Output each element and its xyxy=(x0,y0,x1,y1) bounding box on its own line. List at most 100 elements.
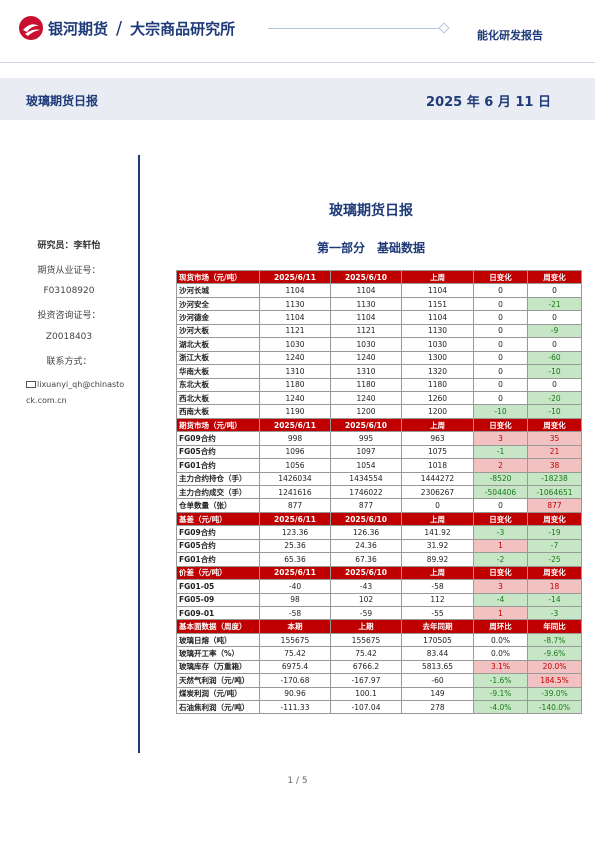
table-cell: 0.0% xyxy=(473,646,528,661)
email-line-2: ck.com.cn xyxy=(26,396,67,405)
table-cell: 3 xyxy=(473,579,528,594)
contact-label: 联系方式： xyxy=(46,357,92,367)
table-cell: 278 xyxy=(401,699,474,715)
table-cell: 6975.4 xyxy=(259,659,331,675)
table-row: 石油焦利润（元/吨） -111.33 -107.04 278 -4.0% -140.0% xyxy=(176,699,582,715)
row-label: 沙河德金 xyxy=(176,310,260,325)
table-cell: -14 xyxy=(527,592,582,607)
table-cell: 日变化 xyxy=(473,417,528,433)
row-label: 东北大板 xyxy=(176,377,260,392)
table-cell: 日变化 xyxy=(473,565,528,581)
table-cell: -9 xyxy=(527,323,582,339)
table-cell: 1151 xyxy=(401,296,474,312)
table-cell: 0 xyxy=(473,310,528,325)
table-cell: 155675 xyxy=(259,632,331,648)
advisor-number: Z0018403 xyxy=(45,332,93,342)
table-row: 东北大板 1180 1180 1180 0 0 xyxy=(176,377,582,392)
table-cell: -4 xyxy=(473,592,528,607)
table-cell: -10 xyxy=(527,404,582,419)
table-cell: 1054 xyxy=(330,458,402,473)
institute-name: 大宗商品研究所 xyxy=(130,19,236,38)
data-table: 现货市场（元/吨） 2025/6/11 2025/6/10 上周 日变化 周变化 沙河长城 1… xyxy=(176,269,582,715)
table-cell: -25 xyxy=(527,552,582,567)
table-cell: 995 xyxy=(330,431,402,446)
header-divider xyxy=(268,28,440,29)
table-cell: 0 xyxy=(473,337,528,352)
table-cell: 1030 xyxy=(401,337,474,352)
table-cell: 963 xyxy=(401,431,474,446)
table-row: FG09-01 -58 -59 -55 1 -3 xyxy=(176,605,582,621)
table-cell: 877 xyxy=(259,498,331,513)
row-label: 华南大板 xyxy=(176,364,260,379)
table-cell: 周环比 xyxy=(473,619,528,634)
table-cell: 0 xyxy=(527,337,582,352)
table-cell: 1121 xyxy=(330,323,402,339)
table-cell: 1030 xyxy=(259,337,331,352)
table-cell: 日变化 xyxy=(473,269,528,285)
table-row: FG09合约 998 995 963 3 35 xyxy=(176,431,582,446)
table-cell: 2025/6/10 xyxy=(330,269,402,285)
table-cell: 0 xyxy=(527,310,582,325)
table-row: 仓单数量（张） 877 877 0 0 877 xyxy=(176,498,582,513)
title-band xyxy=(0,78,595,120)
mail-icon xyxy=(26,381,36,388)
table-cell: -167.97 xyxy=(330,673,402,688)
table-cell: 141.92 xyxy=(401,525,474,540)
header-rule xyxy=(0,62,595,74)
table-cell: 149 xyxy=(401,686,474,702)
table-row: 玻璃日熔（吨） 155675 155675 170505 0.0% -8.7% xyxy=(176,632,582,648)
row-label: 石油焦利润（元/吨） xyxy=(176,699,260,715)
table-cell: 周变化 xyxy=(527,511,582,527)
table-cell: 170505 xyxy=(401,632,474,648)
page-number: 1 / 5 xyxy=(287,776,308,786)
contact-email[interactable]: lixuanyi_qh@chinasto ck.com.cn xyxy=(26,377,138,409)
table-cell: 1180 xyxy=(330,377,402,392)
table-cell: 1200 xyxy=(330,404,402,419)
table-cell: -1.6% xyxy=(473,673,528,688)
table-cell: 75.42 xyxy=(330,646,402,661)
table-cell: 21 xyxy=(527,444,582,460)
row-label: 沙河长城 xyxy=(176,283,260,298)
table-cell: 2025/6/10 xyxy=(330,417,402,433)
row-label: 仓单数量（张） xyxy=(176,498,260,513)
table-cell: 1190 xyxy=(259,404,331,419)
table-cell: -1 xyxy=(473,444,528,460)
table-cell: 0 xyxy=(473,350,528,366)
table-cell: 3.1% xyxy=(473,659,528,675)
table-cell: -9.6% xyxy=(527,646,582,661)
table-cell: 1104 xyxy=(401,283,474,298)
license-label: 期货从业证号： xyxy=(37,266,101,276)
table-cell: 1104 xyxy=(259,310,331,325)
row-label: 湖北大板 xyxy=(176,337,260,352)
table-cell: 0 xyxy=(473,296,528,312)
row-label: FG05-09 xyxy=(176,592,260,607)
table-cell: -8520 xyxy=(473,471,528,487)
table-cell: 38 xyxy=(527,458,582,473)
row-label: 沙河安全 xyxy=(176,296,260,312)
table-cell: 1104 xyxy=(330,283,402,298)
table-cell: 1240 xyxy=(259,390,331,406)
table-cell: 1030 xyxy=(330,337,402,352)
table-cell: 0 xyxy=(473,390,528,406)
table-cell: 1240 xyxy=(259,350,331,366)
table-cell: 1104 xyxy=(259,283,331,298)
table-cell: 0 xyxy=(401,498,474,513)
galaxy-logo-icon xyxy=(19,16,43,40)
table-cell: 1200 xyxy=(401,404,474,419)
table-cell: 65.36 xyxy=(259,552,331,567)
report-type: 能化研发报告 xyxy=(477,29,543,42)
table-cell: 1104 xyxy=(330,310,402,325)
table-cell: -9.1% xyxy=(473,686,528,702)
table-cell: 上周 xyxy=(401,417,474,433)
table-cell: -3 xyxy=(527,605,582,621)
table-cell: -20 xyxy=(527,390,582,406)
table-cell: -59 xyxy=(330,605,402,621)
table-cell: -39.0% xyxy=(527,686,582,702)
table-cell: 1130 xyxy=(401,323,474,339)
table-cell: 24.36 xyxy=(330,538,402,554)
table-cell: 上期 xyxy=(330,619,402,634)
row-label: 煤炭利润（元/吨） xyxy=(176,686,260,702)
table-cell: -58 xyxy=(401,579,474,594)
table-cell: 1180 xyxy=(259,377,331,392)
table-row: 华南大板 1310 1310 1320 0 -10 xyxy=(176,364,582,379)
